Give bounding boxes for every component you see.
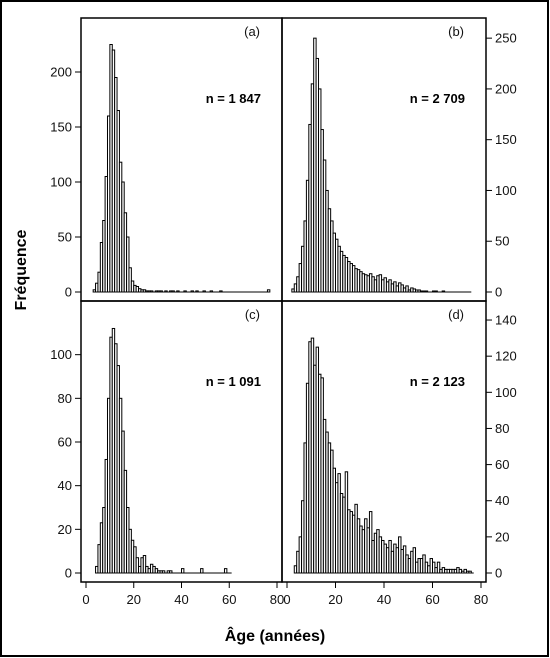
y-tick-label: 20: [495, 529, 509, 544]
y-tick-label: 50: [58, 230, 72, 245]
panel-label: (c): [245, 307, 260, 322]
y-tick-label: 200: [50, 65, 72, 80]
panel-0: 0 50 100 150 200 (a) n = 1 847: [50, 17, 283, 302]
x-tick-label: 60: [222, 592, 236, 607]
x-tick-label: 80: [270, 592, 284, 607]
panel-label: (b): [448, 24, 464, 39]
x-tick-label: 20: [127, 592, 141, 607]
histogram-bar: [181, 568, 185, 574]
x-tick-label: 80: [474, 592, 488, 607]
y-tick-label: 40: [495, 493, 509, 508]
y-tick-label: 0: [65, 566, 72, 581]
x-tick-label: 40: [174, 592, 188, 607]
y-tick-label: 80: [58, 391, 72, 406]
sample-size-label: n = 1 847: [206, 91, 261, 106]
x-tick-label: 60: [425, 592, 439, 607]
y-tick-label: 60: [58, 435, 72, 450]
panel-label: (d): [448, 307, 464, 322]
y-tick-label: 80: [495, 421, 509, 436]
x-tick-label: 0: [82, 592, 89, 607]
y-tick-label: 20: [58, 522, 72, 537]
panel-3: 0 20 40 60 80 100 120 140 0 20 40 60 80 (d) n = 2 123: [281, 300, 517, 607]
y-tick-label: 60: [495, 457, 509, 472]
x-tick-label: 20: [328, 592, 342, 607]
sample-size-label: n = 1 091: [206, 374, 261, 389]
panel-1: 0 50 100 150 200 250 (b) n = 2 709: [281, 17, 517, 302]
x-axis-title: Âge (années): [225, 626, 325, 645]
sample-size-label: n = 2 709: [410, 91, 465, 106]
y-tick-label: 100: [50, 175, 72, 190]
y-tick-label: 40: [58, 478, 72, 493]
x-tick-label: 0: [283, 592, 290, 607]
x-tick-label: 40: [377, 592, 391, 607]
panel-2: 0 20 40 60 80 100 0 20 40 60 80 (c) n = 1 091: [50, 300, 284, 607]
y-tick-label: 0: [495, 285, 502, 300]
y-tick-label: 100: [50, 347, 72, 362]
histogram-bar: [223, 568, 228, 574]
y-tick-label: 250: [495, 31, 517, 46]
y-tick-label: 150: [495, 132, 517, 147]
y-tick-label: 140: [495, 313, 517, 328]
sample-size-label: n = 2 123: [410, 374, 465, 389]
y-tick-label: 150: [50, 120, 72, 135]
y-tick-label: 0: [65, 285, 72, 300]
y-tick-label: 0: [495, 566, 502, 581]
y-tick-label: 120: [495, 349, 517, 364]
y-axis-title: Fréquence: [13, 229, 30, 310]
panel-label: (a): [244, 24, 260, 39]
y-tick-label: 100: [495, 183, 517, 198]
y-tick-label: 200: [495, 81, 517, 96]
histogram-bar: [200, 568, 204, 574]
y-tick-label: 50: [495, 234, 509, 249]
y-tick-label: 100: [495, 385, 517, 400]
